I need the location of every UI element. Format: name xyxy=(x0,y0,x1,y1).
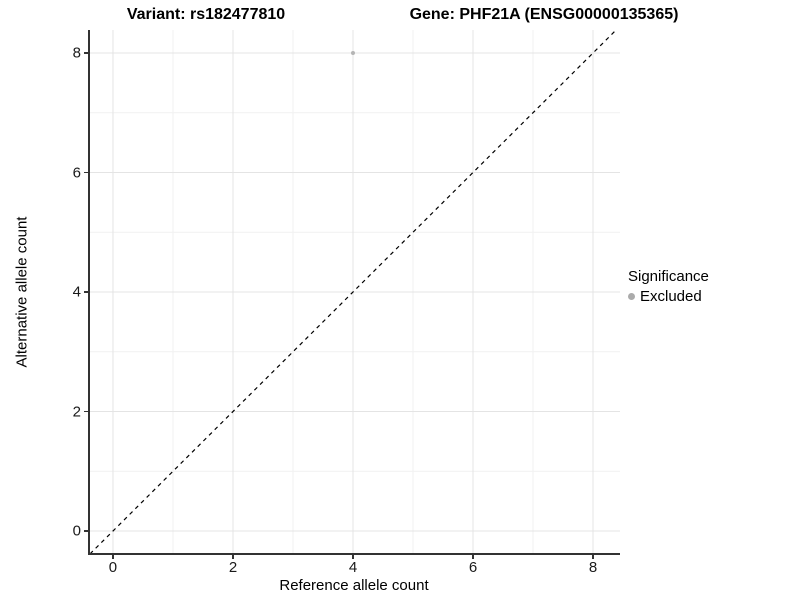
x-axis-tick-label: 4 xyxy=(348,559,358,576)
plot-title-gene: Gene: PHF21A (ENSG00000135365) xyxy=(409,6,679,23)
legend-title: Significance xyxy=(628,268,709,285)
legend-entry-label: Excluded xyxy=(640,288,702,305)
x-axis-tick-label: 8 xyxy=(588,559,598,576)
legend-entry-excluded: Excluded xyxy=(628,288,709,305)
legend-point-icon xyxy=(628,293,635,300)
x-axis-tick-label: 6 xyxy=(468,559,478,576)
x-axis-tick xyxy=(592,555,594,559)
y-axis-tick xyxy=(84,410,88,413)
plot-panel xyxy=(88,30,620,555)
x-axis-tick xyxy=(352,555,354,559)
y-axis-tick xyxy=(84,530,88,532)
y-axis-tick-label: 4 xyxy=(72,283,81,301)
x-axis-tick xyxy=(472,555,474,559)
identity-line xyxy=(90,30,617,553)
y-axis-tick xyxy=(84,52,88,54)
plot-title-variant: Variant: rs182477810 xyxy=(126,6,286,23)
y-axis-tick-label: 6 xyxy=(72,164,81,181)
x-axis-tick xyxy=(112,555,114,559)
y-axis-title: Alternative allele count xyxy=(13,216,31,368)
y-axis-tick-label: 0 xyxy=(72,522,81,540)
x-axis-tick-label: 2 xyxy=(228,559,238,576)
x-axis-tick xyxy=(232,555,234,559)
data-point xyxy=(350,51,355,56)
x-axis-tick-label: 0 xyxy=(108,559,118,576)
y-axis-tick-label: 8 xyxy=(72,44,81,62)
x-axis-title: Reference allele count xyxy=(279,577,429,594)
legend: Significance Excluded xyxy=(628,268,709,305)
y-axis-tick-label: 2 xyxy=(72,403,81,420)
y-axis-tick xyxy=(84,171,88,174)
plot-canvas xyxy=(90,30,620,553)
y-axis-tick xyxy=(84,291,88,293)
